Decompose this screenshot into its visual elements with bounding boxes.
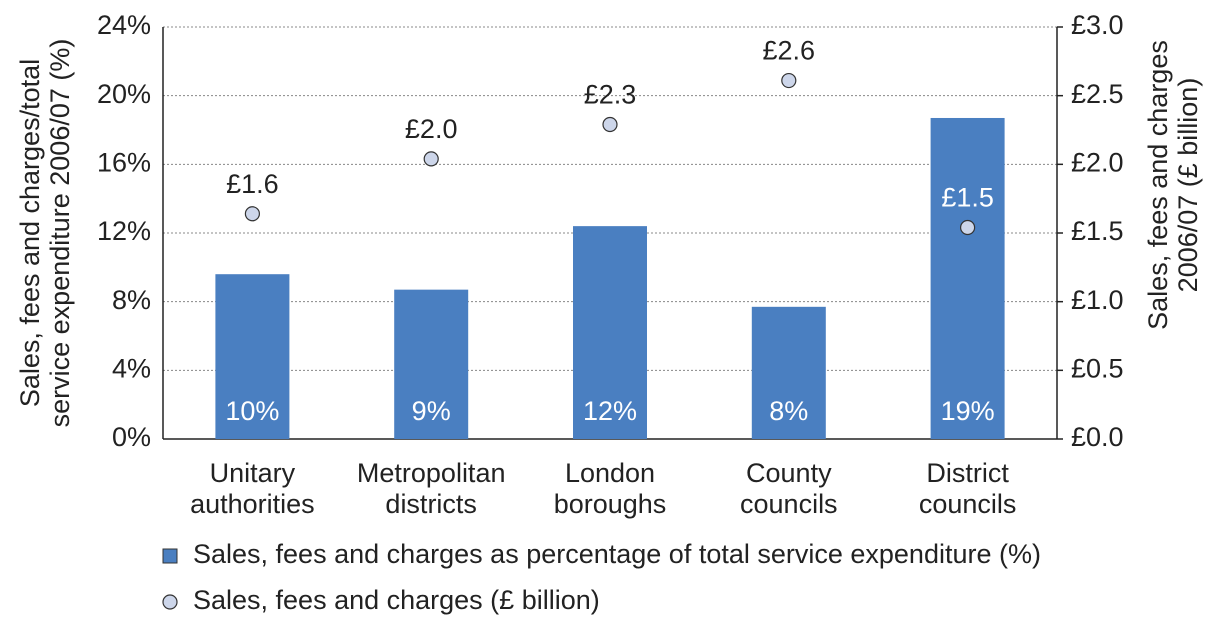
bar xyxy=(751,306,826,439)
y2-tick-label: £1.5 xyxy=(1071,216,1124,246)
y-tick-label: 0% xyxy=(112,422,151,452)
x-tick-label: Unitary authorities xyxy=(190,458,315,519)
y-tick-label: 4% xyxy=(112,353,151,383)
bar-value-label: 19% xyxy=(941,396,995,426)
bar-value-label: 9% xyxy=(412,396,451,426)
bar xyxy=(573,226,647,439)
point xyxy=(602,116,618,133)
y2-tick-label: £2.0 xyxy=(1071,147,1124,177)
legend-swatch xyxy=(162,594,178,610)
y-tick-label: 8% xyxy=(112,285,151,315)
point xyxy=(781,72,797,89)
y2-axis-title: 2006/07 (£ billion) xyxy=(1173,78,1203,293)
y-axis-title: service expenditure 2006/07 (%) xyxy=(45,39,75,428)
point xyxy=(244,206,260,222)
x-tick-label: Metropolitan districts xyxy=(356,458,506,519)
point-value-label: £1.5 xyxy=(941,183,994,213)
x-tick-label: County councils xyxy=(740,458,838,519)
bar-value-label: 10% xyxy=(225,396,279,426)
y-tick-label: 16% xyxy=(97,147,151,177)
y2-tick-label: £1.0 xyxy=(1071,285,1124,315)
point xyxy=(959,219,976,236)
y2-tick-label: £0.5 xyxy=(1071,353,1124,383)
y2-tick-label: £3.0 xyxy=(1071,10,1124,40)
y-tick-label: 20% xyxy=(97,79,151,109)
point-value-label: £1.6 xyxy=(226,169,279,199)
bar-value-label: 12% xyxy=(583,396,637,426)
point xyxy=(423,151,439,167)
y2-tick-label: £2.5 xyxy=(1071,79,1124,109)
bar xyxy=(394,289,469,439)
bar xyxy=(215,274,290,439)
x-tick-label: London boroughs xyxy=(553,458,667,519)
point-value-label: £2.3 xyxy=(584,80,637,110)
y2-tick-label: £0.0 xyxy=(1071,422,1124,452)
y-tick-label: 24% xyxy=(97,10,151,40)
point-value-label: £2.0 xyxy=(405,114,458,144)
legend-label: Sales, fees and charges as percentage of… xyxy=(193,539,1041,569)
bar xyxy=(930,117,1005,439)
y-tick-label: 12% xyxy=(97,216,151,246)
bar-value-label: 8% xyxy=(769,396,808,426)
point-value-label: £2.6 xyxy=(763,36,816,66)
legend-swatch xyxy=(162,548,178,564)
y2-axis-title: Sales, fees and charges xyxy=(1143,40,1173,330)
x-tick-label: District councils xyxy=(918,458,1017,519)
y-axis-title: Sales, fees and charges/total xyxy=(15,59,45,407)
legend-label: Sales, fees and charges (£ billion) xyxy=(193,585,600,615)
